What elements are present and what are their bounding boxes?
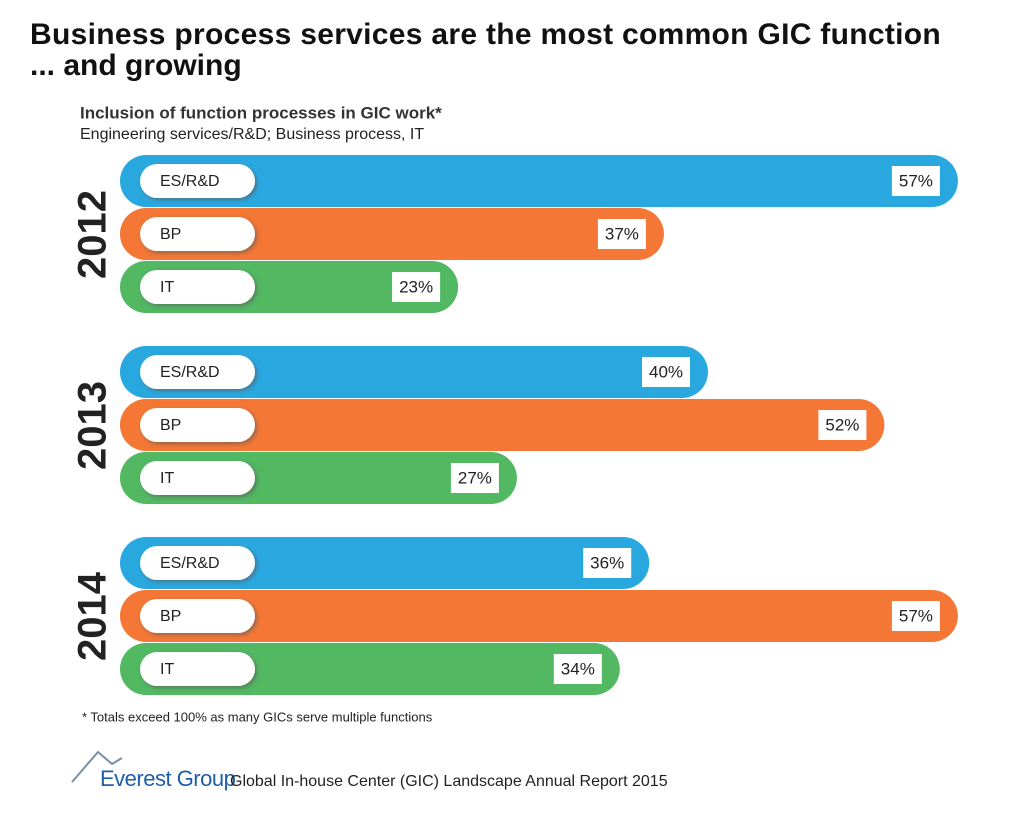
value-label: 37% bbox=[605, 224, 639, 243]
bar-label: ES/R&D bbox=[160, 555, 220, 572]
value-label: 40% bbox=[649, 362, 683, 381]
value-label-bg bbox=[891, 601, 940, 631]
value-label-bg bbox=[642, 357, 690, 387]
bar-label-bg bbox=[140, 461, 255, 495]
bar-label: BP bbox=[160, 608, 181, 625]
bar bbox=[120, 208, 664, 260]
bar-label: IT bbox=[160, 279, 174, 296]
value-label: 52% bbox=[825, 415, 859, 434]
chart-title: ... and growing bbox=[30, 49, 242, 82]
value-label-bg bbox=[597, 219, 646, 249]
subtitle: Engineering services/R&D; Business proce… bbox=[80, 126, 424, 143]
bar bbox=[120, 155, 958, 207]
value-label-bg bbox=[818, 410, 867, 440]
value-label-bg bbox=[450, 463, 499, 493]
logo: Everest Group bbox=[100, 766, 236, 791]
bar-label-bg bbox=[140, 652, 255, 686]
chart-title: Business process services are the most c… bbox=[30, 18, 941, 51]
bar bbox=[120, 346, 708, 398]
bar-label: ES/R&D bbox=[160, 364, 220, 381]
value-label: 36% bbox=[590, 553, 624, 572]
value-label: 23% bbox=[399, 277, 433, 296]
bar-label: BP bbox=[160, 417, 181, 434]
value-label-bg bbox=[392, 272, 441, 302]
value-label: 27% bbox=[458, 468, 492, 487]
bar-label-bg bbox=[140, 270, 255, 304]
value-label-bg bbox=[583, 548, 632, 578]
value-label-bg bbox=[891, 166, 940, 196]
bar bbox=[120, 590, 958, 642]
group-label: 2012 bbox=[71, 190, 115, 279]
bar-label-bg bbox=[140, 546, 255, 580]
footnote: * Totals exceed 100% as many GICs serve … bbox=[82, 709, 433, 724]
value-label-bg bbox=[553, 654, 602, 684]
group-label: 2014 bbox=[71, 571, 115, 661]
value-label: 34% bbox=[561, 659, 595, 678]
footer-text: Global In-house Center (GIC) Landscape A… bbox=[230, 773, 668, 790]
subtitle: Inclusion of function processes in GIC w… bbox=[80, 103, 442, 122]
bar-label-bg bbox=[140, 599, 255, 633]
bar-label-bg bbox=[140, 408, 255, 442]
value-label: 57% bbox=[899, 606, 933, 625]
bar bbox=[120, 399, 885, 451]
value-label: 57% bbox=[899, 171, 933, 190]
bar bbox=[120, 537, 650, 589]
bar-label: IT bbox=[160, 470, 174, 487]
bar-label: ES/R&D bbox=[160, 173, 220, 190]
bar-label: IT bbox=[160, 661, 174, 678]
bar-label-bg bbox=[140, 217, 255, 251]
bar-label: BP bbox=[160, 226, 181, 243]
bar-label-bg bbox=[140, 164, 255, 198]
logo-mark bbox=[71, 750, 123, 783]
bar-label-bg bbox=[140, 355, 255, 389]
group-label: 2013 bbox=[71, 381, 115, 470]
